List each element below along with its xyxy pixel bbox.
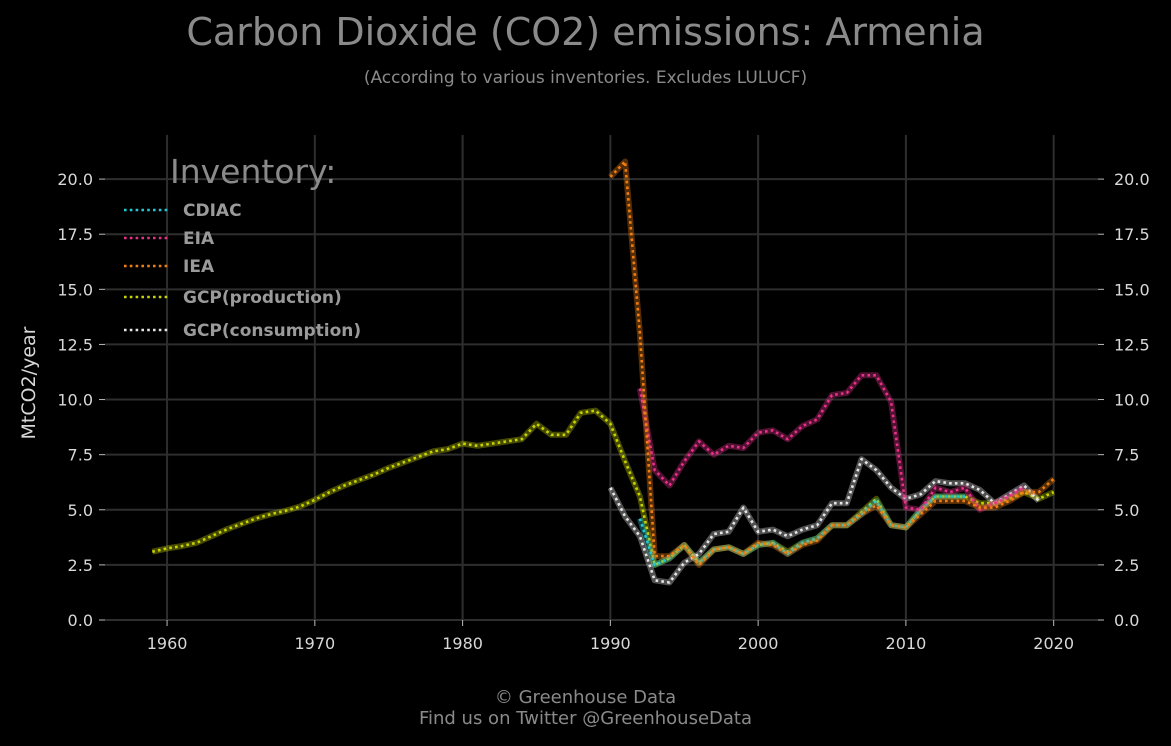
series-line-gcp-consumption (609, 457, 1040, 584)
legend-label-gcp-consumption: GCP(consumption) (183, 321, 361, 341)
x-tick-label: 1980 (442, 634, 483, 653)
y-tick-label-right: 2.5 (1114, 556, 1139, 575)
y-tick-label-right: 20.0 (1114, 170, 1150, 189)
legend: Inventory: CDIAC EIA IEA GCP(production) GCP… (124, 152, 361, 341)
legend-label-eia: EIA (183, 229, 215, 249)
y-tick-label-left: 10.0 (57, 391, 93, 410)
x-tick-label: 2020 (1033, 634, 1074, 653)
y-tick-label-left: 17.5 (57, 225, 93, 244)
axes: 1960 1970 1980 1990 2000 2010 2020 0.0 0.0 2.5 2.5… (57, 170, 1149, 653)
chart-subtitle: (According to various inventories. Exclu… (363, 68, 808, 88)
series-line-iea (609, 160, 1055, 567)
x-tick-label: 1970 (294, 634, 335, 653)
x-tick-label: 2010 (886, 634, 927, 653)
y-tick-label-left: 20.0 (57, 170, 93, 189)
y-tick-label-left: 2.5 (68, 556, 93, 575)
y-tick-label-left: 12.5 (57, 335, 93, 354)
y-tick-label-right: 10.0 (1114, 391, 1150, 410)
chart-title: Carbon Dioxide (CO2) emissions: Armenia (186, 10, 985, 54)
y-tick-label-left: 15.0 (57, 280, 93, 299)
series-line-eia (638, 373, 1025, 512)
footer-copyright: © Greenhouse Data (494, 687, 677, 708)
legend-label-gcp-production: GCP(production) (183, 288, 342, 308)
y-tick-label-right: 7.5 (1114, 446, 1139, 465)
legend-label-cdiac: CDIAC (183, 201, 242, 221)
x-tick-label: 2000 (738, 634, 779, 653)
x-tick-label: 1960 (147, 634, 188, 653)
y-tick-label-right: 0.0 (1114, 611, 1139, 630)
series-line-gcp-production (152, 409, 1055, 567)
y-tick-label-right: 12.5 (1114, 335, 1150, 354)
y-axis-label: MtCO2/year (18, 326, 40, 439)
grid (105, 135, 1098, 621)
series-lines (151, 158, 1056, 586)
y-tick-label-right: 5.0 (1114, 501, 1139, 520)
legend-title: Inventory: (170, 152, 336, 191)
footer-twitter: Find us on Twitter @GreenhouseData (418, 708, 753, 729)
y-tick-label-right: 17.5 (1114, 225, 1150, 244)
y-tick-label-left: 5.0 (68, 501, 93, 520)
y-tick-label-right: 15.0 (1114, 280, 1150, 299)
series-glow-gcp-production (151, 407, 1055, 568)
y-tick-label-left: 0.0 (68, 611, 93, 630)
legend-label-iea: IEA (183, 257, 215, 277)
y-tick-label-left: 7.5 (68, 446, 93, 465)
x-tick-label: 1990 (590, 634, 631, 653)
